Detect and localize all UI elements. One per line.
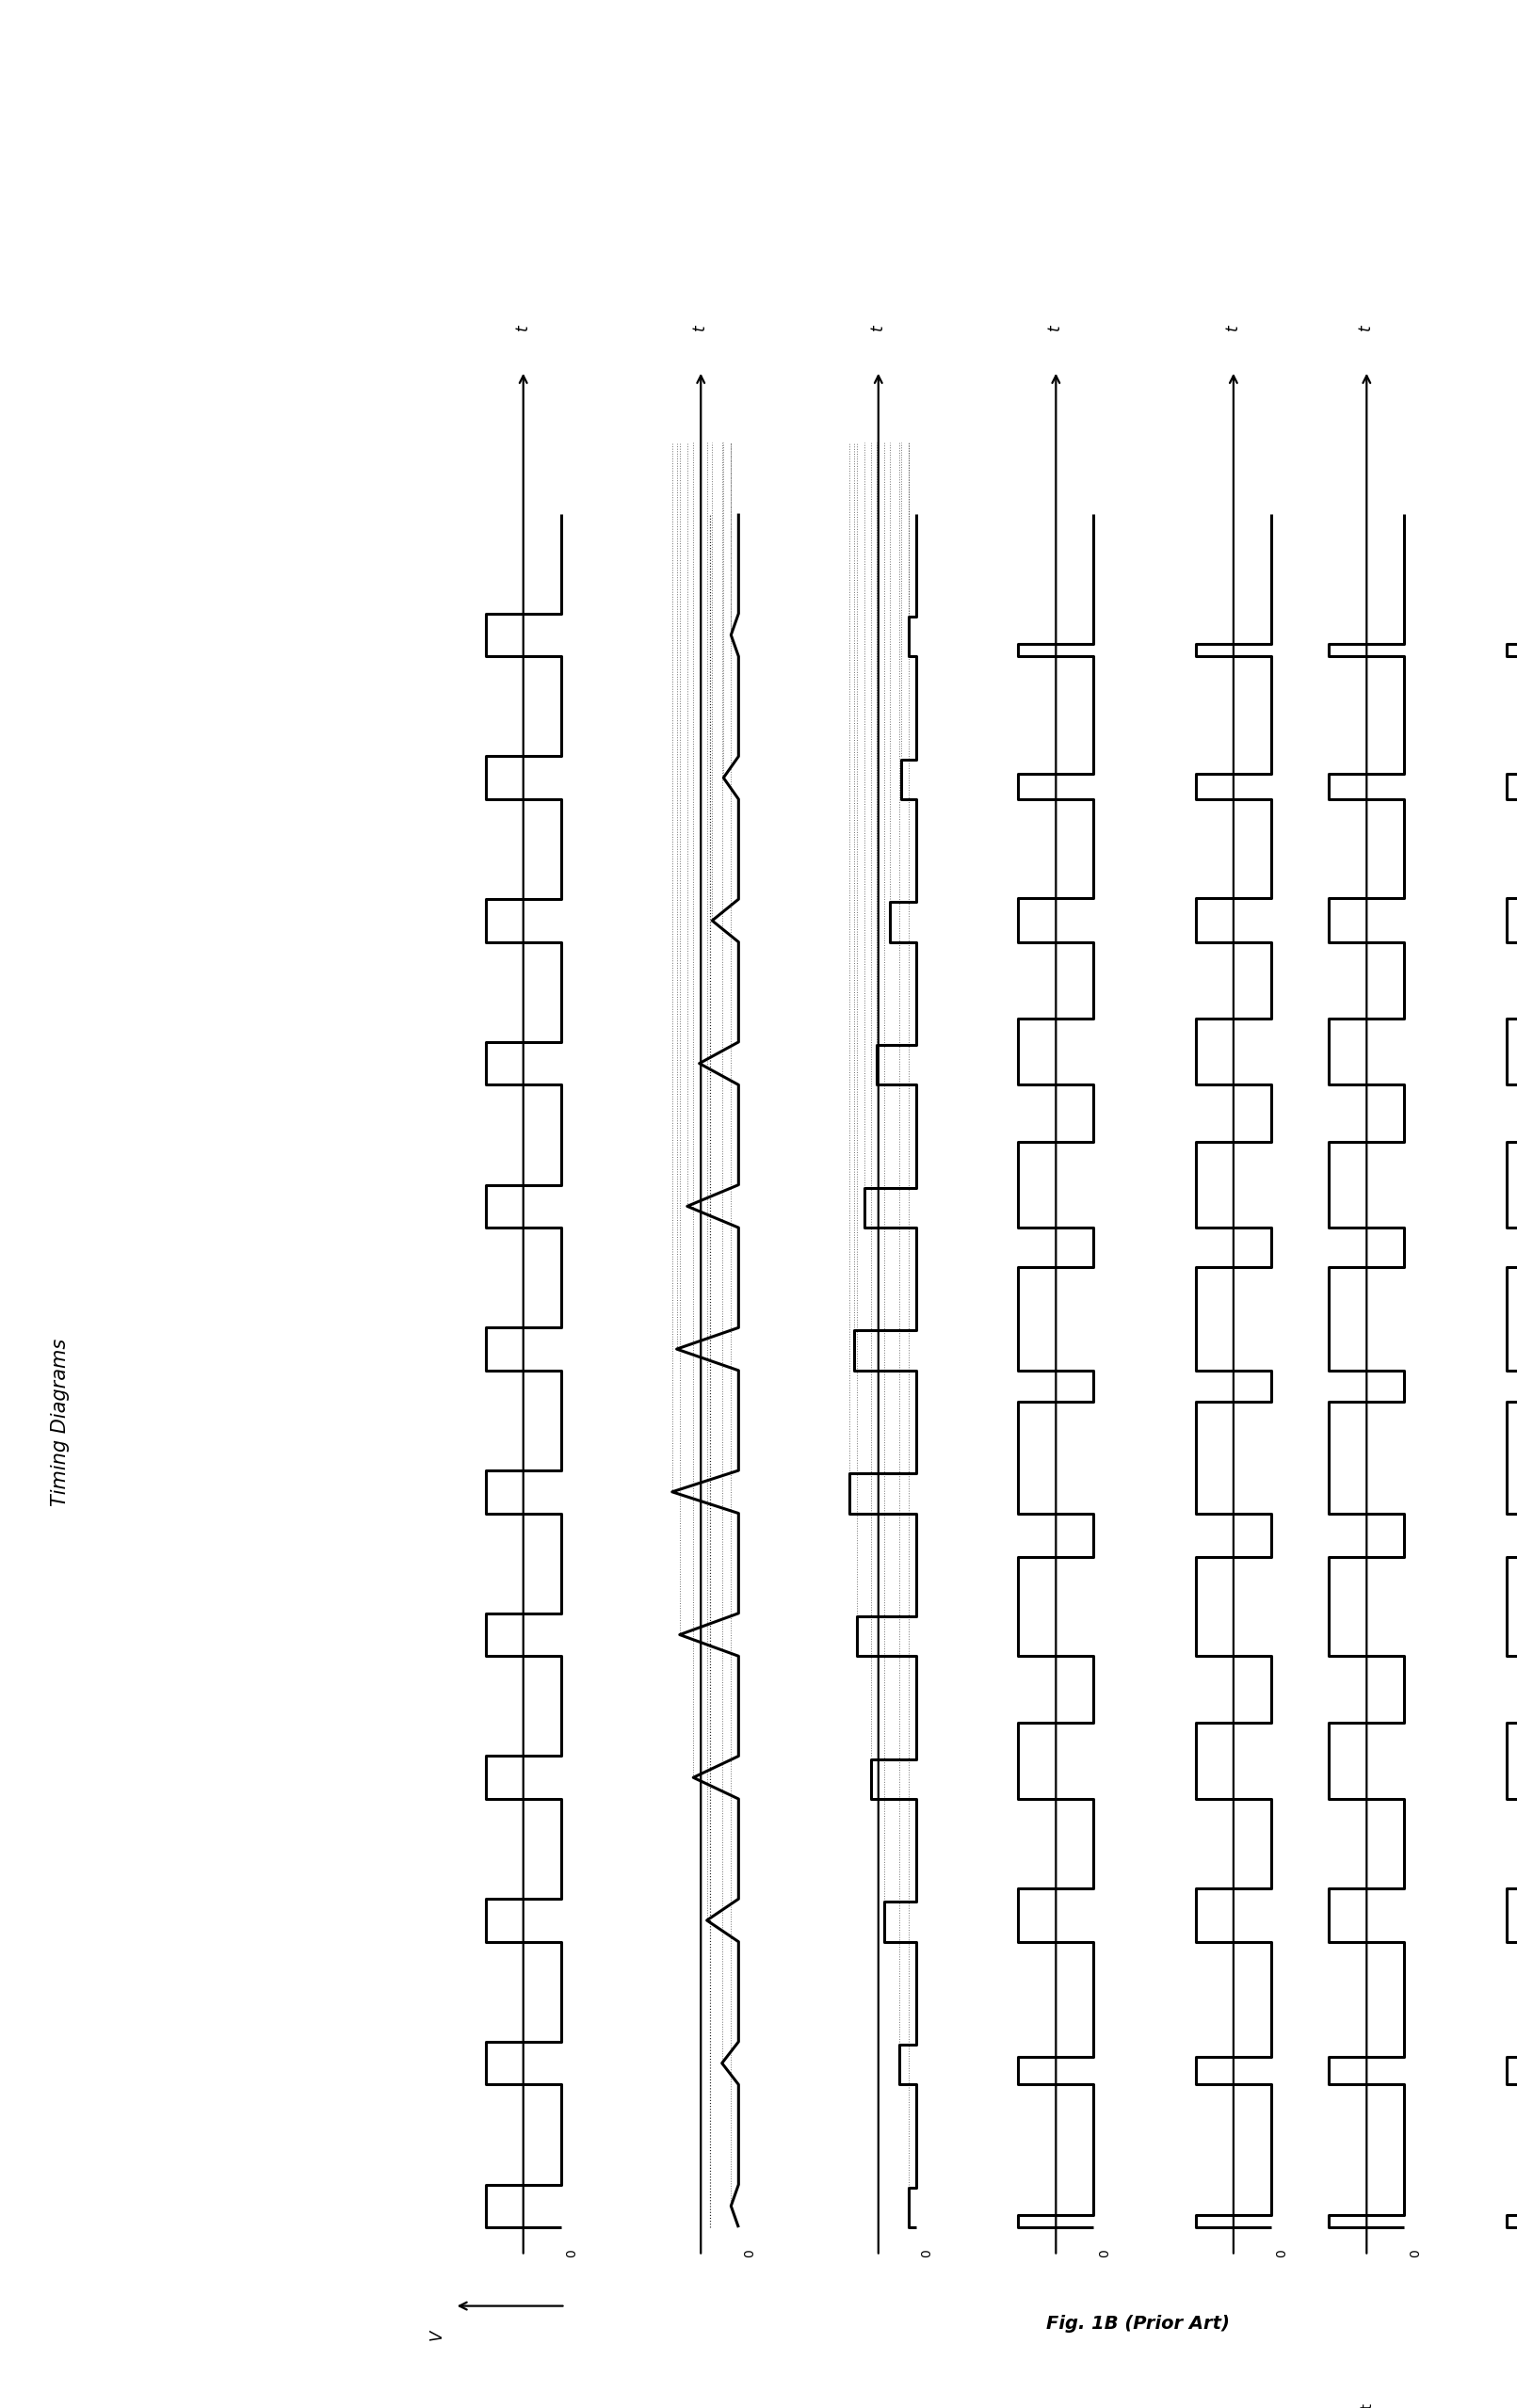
Text: V: V [428, 2329, 444, 2341]
Text: 0: 0 [743, 2249, 755, 2256]
Text: 0: 0 [564, 2249, 578, 2256]
Text: $t$: $t$ [692, 323, 710, 332]
Text: Output: Output [1359, 2403, 1374, 2408]
Text: $t$: $t$ [869, 323, 887, 332]
Text: Fig. 1B (Prior Art): Fig. 1B (Prior Art) [1047, 2314, 1229, 2333]
Text: $t$: $t$ [1226, 323, 1242, 332]
Text: $t$: $t$ [1047, 323, 1065, 332]
Text: 0: 0 [1098, 2249, 1110, 2256]
Text: $t$: $t$ [1358, 323, 1374, 332]
Text: 0: 0 [1276, 2249, 1288, 2256]
Text: $t$: $t$ [514, 323, 532, 332]
Text: 0: 0 [921, 2249, 933, 2256]
Text: 0: 0 [1408, 2249, 1421, 2256]
Text: Timing Diagrams: Timing Diagrams [52, 1339, 70, 1505]
